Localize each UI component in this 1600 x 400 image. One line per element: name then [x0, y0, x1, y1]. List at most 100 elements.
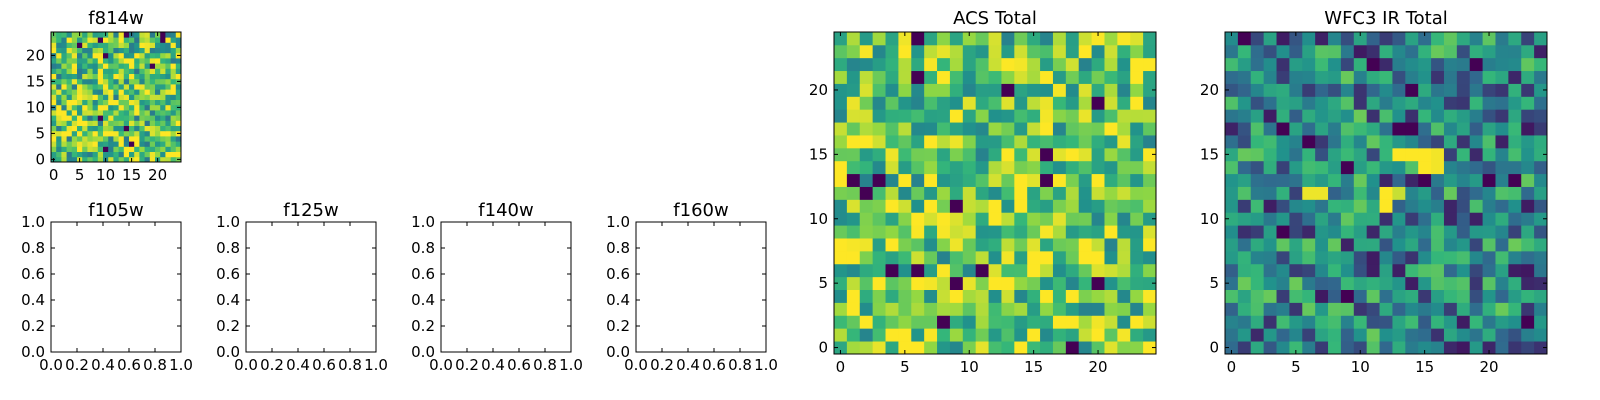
heatmap-cell [1340, 250, 1355, 265]
heatmap-cell [1456, 173, 1471, 187]
heatmap-cell [1225, 109, 1239, 123]
heatmap-cell [1091, 315, 1105, 329]
heatmap-cell [97, 156, 104, 163]
heatmap-cell [1315, 57, 1329, 72]
heatmap-cell [962, 238, 977, 252]
heatmap-cell [1143, 238, 1157, 252]
heatmap-cell [898, 160, 912, 175]
y-tick-label: 0.4 [606, 291, 630, 309]
heatmap-cell [1353, 186, 1368, 200]
heatmap-cell [1225, 186, 1239, 200]
heatmap-cell [1482, 135, 1496, 149]
heatmap-cell [988, 238, 1002, 252]
heatmap-cell [1250, 173, 1265, 187]
heatmap-cell [846, 315, 861, 329]
heatmap-cell [1250, 212, 1265, 226]
heatmap-cell [155, 136, 161, 142]
heatmap-cell [1078, 186, 1092, 200]
heatmap-cell [1263, 83, 1277, 97]
heatmap-cell [1289, 122, 1303, 136]
heatmap-cell [1091, 83, 1105, 97]
heatmap-cell [134, 42, 140, 48]
heatmap-cell [1263, 57, 1277, 72]
y-tick-label: 20 [1200, 81, 1219, 99]
heatmap-cell [170, 42, 177, 48]
heatmap-cell [1040, 147, 1054, 162]
heatmap-cell [1052, 238, 1067, 252]
heatmap-cell [1315, 109, 1329, 123]
heatmap-cell [1143, 109, 1157, 123]
heatmap-cell [846, 173, 861, 187]
heatmap-cell [1289, 250, 1303, 265]
heatmap-cell [1418, 83, 1432, 97]
heatmap-cell [1250, 238, 1265, 252]
heatmap-cell [1001, 315, 1015, 329]
heatmap-cell [1143, 315, 1157, 329]
heatmap-cell [1353, 315, 1368, 329]
heatmap-cell [1405, 96, 1419, 110]
heatmap-cell [144, 110, 151, 116]
heatmap-cell [1379, 276, 1393, 290]
heatmap-cell [937, 225, 951, 239]
heatmap-cell [1250, 225, 1265, 239]
heatmap-cell [1250, 32, 1265, 46]
heatmap-cell [123, 136, 130, 142]
heatmap-cell [103, 104, 109, 111]
heatmap-cell [1521, 147, 1535, 162]
heatmap-cell [1508, 199, 1522, 213]
heatmap-cell [155, 141, 161, 147]
heatmap-cell [1052, 341, 1067, 355]
heatmap-cell [1340, 289, 1355, 303]
heatmap-cell [1001, 199, 1015, 213]
heatmap-cell [911, 122, 925, 136]
heatmap-cell [51, 68, 57, 74]
heatmap-cell [108, 110, 114, 116]
heatmap-cell [175, 125, 182, 132]
heatmap-cell [1302, 44, 1316, 59]
x-tick-label: 0.0 [39, 356, 63, 374]
heatmap-cell [56, 58, 62, 64]
heatmap-cell [1263, 199, 1277, 213]
heatmap-cell [1392, 96, 1406, 110]
heatmap-cell [1052, 289, 1067, 303]
heatmap-cell [846, 199, 861, 213]
heatmap-cell [1443, 173, 1458, 187]
heatmap-cell [1328, 199, 1342, 213]
heatmap-cell [1263, 135, 1277, 149]
y-tick-label: 5 [818, 274, 828, 292]
heatmap-cell [1014, 83, 1028, 97]
heatmap-cell [1405, 109, 1419, 123]
heatmap-cell [139, 94, 145, 100]
heatmap-cell [82, 120, 88, 126]
heatmap-cell [872, 289, 886, 303]
heatmap-cell [1104, 276, 1118, 290]
heatmap-cell [144, 94, 151, 100]
heatmap-cell [975, 135, 989, 149]
heatmap-cell [885, 122, 899, 136]
heatmap-cell [1405, 32, 1419, 46]
heatmap-cell [1237, 289, 1252, 303]
heatmap-cell [1117, 276, 1131, 290]
x-tick-label: 10 [1351, 358, 1370, 376]
heatmap-cell [61, 58, 67, 64]
heatmap-cell [1508, 328, 1522, 342]
heatmap-cell [1405, 341, 1419, 355]
heatmap-cell [1065, 109, 1080, 123]
heatmap-cell [1225, 57, 1239, 72]
heatmap-cell [170, 136, 177, 142]
heatmap-cell [1143, 186, 1157, 200]
heatmap-cell [160, 151, 166, 158]
heatmap-cell [1104, 135, 1118, 149]
heatmap-cell [975, 250, 989, 265]
heatmap-cell [962, 122, 977, 136]
heatmap-cell [1508, 276, 1522, 290]
heatmap-cell [988, 32, 1002, 46]
heatmap-cell [949, 186, 964, 200]
heatmap-cell [1392, 160, 1406, 175]
heatmap-cell [1508, 341, 1522, 355]
heatmap-cell [911, 173, 925, 187]
heatmap-cell [924, 147, 938, 162]
heatmap-cell [1065, 212, 1080, 226]
heatmap-cell [139, 37, 145, 43]
